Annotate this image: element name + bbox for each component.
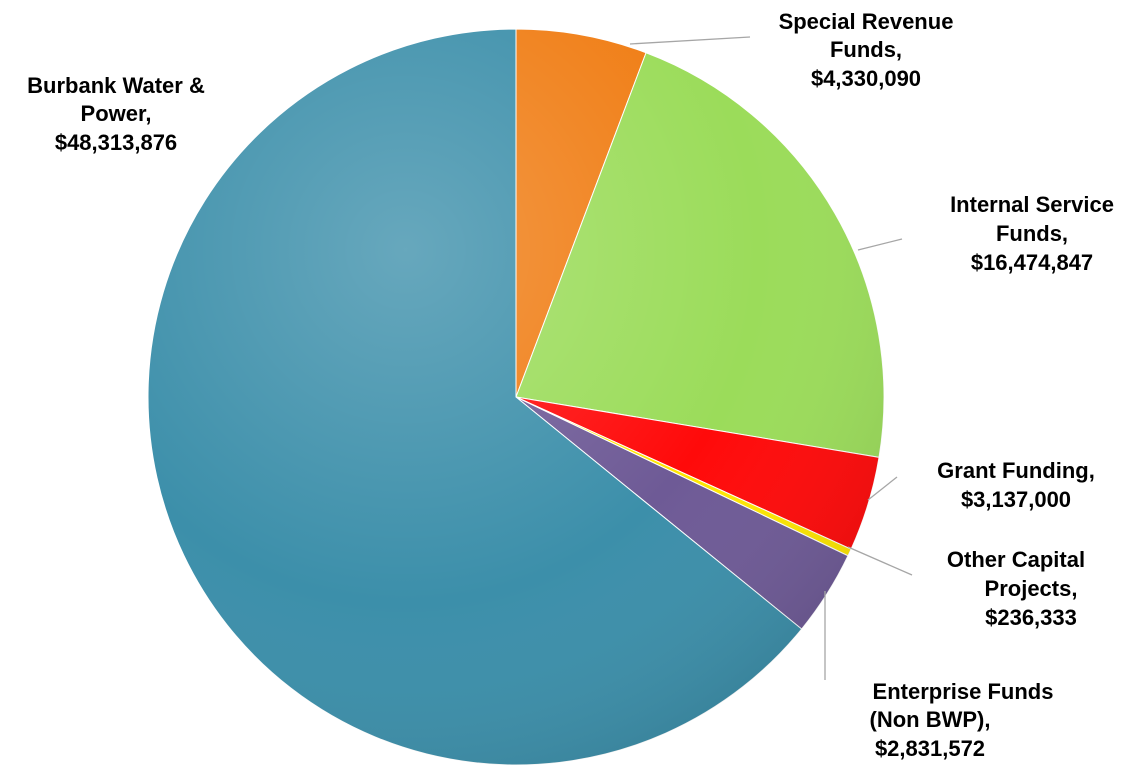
slice-label-special-revenue-funds: Special Revenue Funds, $4,330,090 bbox=[779, 9, 954, 91]
slice-label-line: Burbank Water & bbox=[27, 73, 205, 98]
slice-label-line: Power, bbox=[81, 101, 152, 126]
slice-label-line: $16,474,847 bbox=[971, 250, 1093, 275]
leader-lines-layer bbox=[629, 36, 913, 680]
slice-label-line: Projects, bbox=[985, 576, 1078, 601]
slice-label-line: Funds, bbox=[996, 221, 1068, 246]
slices-layer bbox=[147, 28, 885, 766]
slice-label-internal-service-funds: Internal Service Funds, $16,474,847 bbox=[950, 192, 1114, 275]
slice-label-line: Funds, bbox=[830, 37, 902, 62]
leader-line-grant-funding bbox=[867, 476, 898, 501]
labels-layer: Special Revenue Funds, $4,330,090 Internal … bbox=[27, 9, 1114, 761]
leader-line-special-revenue-funds bbox=[629, 36, 751, 45]
slice-label-line: (Non BWP), bbox=[870, 707, 991, 732]
leader-line-internal-service-funds bbox=[857, 238, 903, 251]
slice-label-line: Internal Service bbox=[950, 192, 1114, 217]
slice-label-enterprise-funds-non-bwp: Enterprise Funds (Non BWP), $2,831,572 bbox=[870, 679, 1054, 761]
slice-label-line: $2,831,572 bbox=[875, 736, 985, 761]
slice-label-other-capital-projects: Other Capital Projects, $236,333 bbox=[947, 547, 1085, 630]
leader-line-other-capital-projects bbox=[847, 546, 913, 576]
slice-label-line: $48,313,876 bbox=[55, 130, 177, 155]
slice-label-line: Enterprise Funds bbox=[873, 679, 1054, 704]
slice-label-line: $3,137,000 bbox=[961, 487, 1071, 512]
slice-label-line: $4,330,090 bbox=[811, 66, 921, 91]
slice-label-burbank-water-power: Burbank Water & Power, $48,313,876 bbox=[27, 73, 205, 155]
slice-label-line: Other Capital bbox=[947, 547, 1085, 572]
slice-label-line: $236,333 bbox=[985, 605, 1077, 630]
slice-label-line: Special Revenue bbox=[779, 9, 954, 34]
slice-label-grant-funding: Grant Funding, $3,137,000 bbox=[937, 458, 1095, 512]
slice-label-line: Grant Funding, bbox=[937, 458, 1095, 483]
